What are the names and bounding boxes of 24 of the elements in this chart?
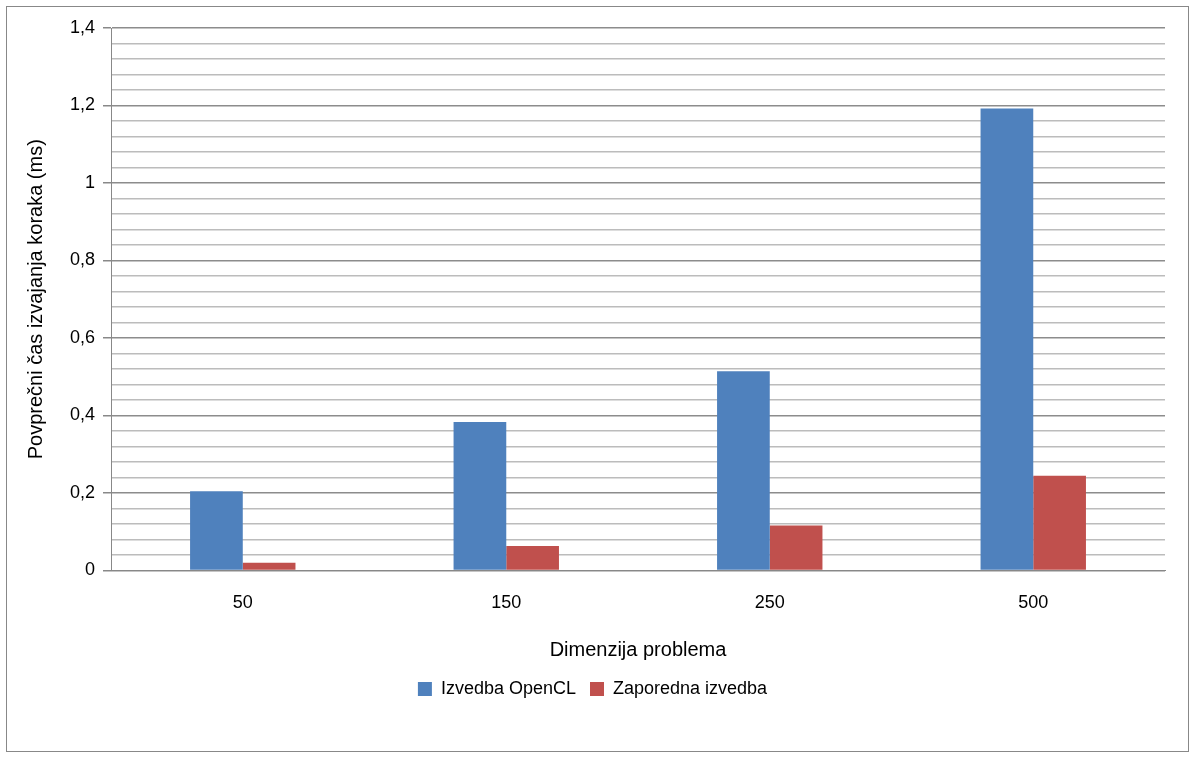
y-tick-label: 1,2 xyxy=(69,94,96,115)
y-tick-label: 0,6 xyxy=(69,326,96,347)
y-tick-label: 1,4 xyxy=(69,16,96,37)
bar xyxy=(717,371,770,570)
y-tick-label: 0,4 xyxy=(69,404,96,425)
y-tick-label: 0,8 xyxy=(69,249,96,270)
bar xyxy=(769,525,823,570)
bar xyxy=(980,108,1034,570)
y-axis-title: Povprečni čas izvajanja koraka (ms) xyxy=(23,139,46,460)
x-tick-label: 500 xyxy=(1018,592,1049,613)
x-tick-label: 250 xyxy=(754,592,785,613)
x-tick-label: 50 xyxy=(232,592,253,613)
x-axis-title: Dimenzija problema xyxy=(549,637,728,660)
y-tick-label: 1 xyxy=(85,171,96,192)
legend-label: Izvedba OpenCL xyxy=(440,677,576,698)
bar xyxy=(190,491,243,570)
legend-label: Zaporedna izvedba xyxy=(612,677,769,698)
bar xyxy=(1033,475,1086,570)
bar xyxy=(242,562,296,570)
x-tick-label: 150 xyxy=(491,592,522,613)
bar xyxy=(453,422,507,570)
bar xyxy=(506,545,559,570)
y-tick-label: 0,2 xyxy=(69,481,96,502)
y-tick-label: 0 xyxy=(85,559,96,580)
